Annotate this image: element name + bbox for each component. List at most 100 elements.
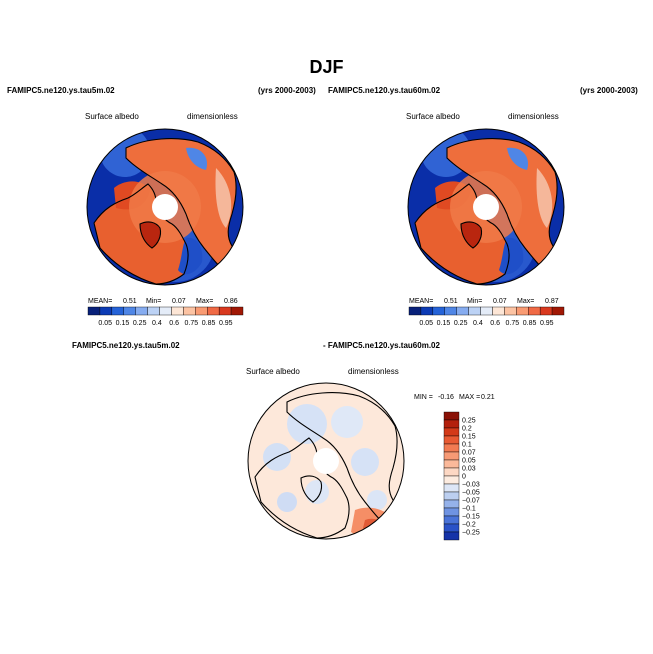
panel1-colorbar-box bbox=[159, 306, 172, 316]
panel3-polar-map bbox=[247, 382, 405, 540]
panel2-mean-value: 0.51 bbox=[444, 298, 458, 305]
panel2-min-label: Min= bbox=[467, 298, 482, 305]
panel3-colorbar-box bbox=[443, 475, 460, 485]
panel2-units: dimensionless bbox=[508, 112, 559, 121]
panel3-min-value: -0.16 bbox=[438, 394, 454, 401]
panel3-colorbar-box bbox=[443, 419, 460, 429]
panel1-colorbar-box bbox=[147, 306, 160, 316]
panel2-colorbar-box bbox=[480, 306, 493, 316]
panel1-colorbar-tick-label: 0.05 bbox=[98, 320, 112, 327]
panel1-colorbar-tick-label: 0.95 bbox=[219, 320, 233, 327]
panel1-colorbar-box bbox=[230, 306, 244, 316]
panel3-colorbar-box bbox=[443, 467, 460, 477]
panel1-colorbar-box bbox=[135, 306, 148, 316]
panel1-units: dimensionless bbox=[187, 112, 238, 121]
panel1-colorbar-box bbox=[123, 306, 136, 316]
panel1-colorbar-tick-label: 0.25 bbox=[133, 320, 147, 327]
panel1-colorbar-box bbox=[87, 306, 101, 316]
panel3-colorbar-tick-label: 0.03 bbox=[462, 466, 476, 473]
panel3-colorbar-tick-label: −0.05 bbox=[462, 490, 480, 497]
panel1-colorbar-tick-label: 0.15 bbox=[116, 320, 130, 327]
panel3-colorbar-box bbox=[443, 483, 460, 493]
panel2-colorbar-box bbox=[420, 306, 434, 316]
panel2-title: FAMIPC5.ne120.ys.tau60m.02 bbox=[328, 86, 441, 95]
panel3-colorbar-tick-label: 0.1 bbox=[462, 442, 472, 449]
panel3-colorbar-tick-label: 0.07 bbox=[462, 450, 476, 457]
panel1-pole-mask bbox=[152, 194, 178, 220]
panel3-colorbar-box bbox=[443, 507, 460, 517]
panel1-colorbar-box bbox=[99, 306, 113, 316]
panel2-colorbar-box bbox=[408, 306, 422, 316]
panel2-colorbar-tick-label: 0.85 bbox=[523, 320, 537, 327]
panel3-colorbar-box bbox=[443, 427, 460, 437]
panel3-colorbar-tick-label: −0.15 bbox=[462, 514, 480, 521]
panel1-min-value: 0.07 bbox=[172, 298, 186, 305]
panel2-min-value: 0.07 bbox=[493, 298, 507, 305]
figure-title: DJF bbox=[309, 57, 344, 77]
panel3-colorbar-box bbox=[443, 499, 460, 509]
panel2-colorbar-box bbox=[516, 306, 529, 316]
panel3-colorbar-tick-label: −0.25 bbox=[462, 530, 480, 537]
panel1-colorbar: MEAN= 0.51 Min= 0.07 Max= 0.86 0.05 0.15 0… bbox=[87, 298, 244, 327]
panel2-colorbar-box bbox=[539, 306, 553, 316]
panel3-max-value: 0.21 bbox=[481, 394, 495, 401]
panel3-colorbar-tick-label: −0.1 bbox=[462, 506, 476, 513]
panel3-colorbar-box bbox=[443, 451, 460, 461]
panel2-map-boundary bbox=[407, 128, 565, 286]
panel3-colorbar: MIN = -0.16 MAX = 0.21 0.250.20.150.10.0… bbox=[414, 394, 495, 541]
panel2-polar-map bbox=[407, 128, 565, 286]
panel1-colorbar-box bbox=[218, 306, 232, 316]
panel2-colorbar-box bbox=[504, 306, 517, 316]
panel1-map-boundary bbox=[86, 128, 244, 286]
panel1-colorbar-box bbox=[171, 306, 184, 316]
panel3-colorbar-tick-label: 0.25 bbox=[462, 418, 476, 425]
panel1-max-value: 0.86 bbox=[224, 298, 238, 305]
panel1-mean-label: MEAN= bbox=[88, 298, 112, 305]
panel1-polar-map bbox=[86, 128, 244, 286]
panel3-colorbar-box bbox=[443, 443, 460, 453]
panel3-colorbar-box bbox=[443, 515, 460, 525]
panel3-colorbar-tick-label: −0.2 bbox=[462, 522, 476, 529]
panel2-colorbar-box bbox=[456, 306, 469, 316]
panel1-years: (yrs 2000-2003) bbox=[258, 86, 316, 95]
panel2-max-label: Max= bbox=[517, 298, 534, 305]
panel2-colorbar: MEAN= 0.51 Min= 0.07 Max= 0.87 0.05 0.15 0… bbox=[408, 298, 565, 327]
panel3-colorbar-box bbox=[443, 531, 460, 541]
panel3-title-left: FAMIPC5.ne120.ys.tau5m.02 bbox=[72, 341, 180, 350]
panel3-max-label: MAX = bbox=[459, 394, 480, 401]
panel1-max-label: Max= bbox=[196, 298, 213, 305]
panel2-colorbar-box bbox=[492, 306, 505, 316]
panel2-years: (yrs 2000-2003) bbox=[580, 86, 638, 95]
panel1-min-label: Min= bbox=[146, 298, 161, 305]
panel2-colorbar-tick-label: 0.15 bbox=[437, 320, 451, 327]
panel3-units: dimensionless bbox=[348, 367, 399, 376]
panel1-mean-value: 0.51 bbox=[123, 298, 137, 305]
panel2-variable: Surface albedo bbox=[406, 112, 460, 121]
panel1-colorbar-tick-label: 0.4 bbox=[152, 320, 162, 327]
panel2-colorbar-tick-label: 0.6 bbox=[490, 320, 500, 327]
panel2-colorbar-tick-label: 0.95 bbox=[540, 320, 554, 327]
panel2-colorbar-box bbox=[444, 306, 457, 316]
panel3-title-right: - FAMIPC5.ne120.ys.tau60m.02 bbox=[323, 341, 440, 350]
panel2-colorbar-tick-label: 0.75 bbox=[506, 320, 520, 327]
panel3-colorbar-tick-label: 0.05 bbox=[462, 458, 476, 465]
panel3-min-label: MIN = bbox=[414, 394, 433, 401]
panel3-map-boundary bbox=[247, 382, 405, 540]
panel3-colorbar-tick-label: −0.07 bbox=[462, 498, 480, 505]
panel1-colorbar-box bbox=[183, 306, 196, 316]
panel3-colorbar-box bbox=[443, 491, 460, 501]
panel3-variable: Surface albedo bbox=[246, 367, 300, 376]
panel2-colorbar-tick-label: 0.4 bbox=[473, 320, 483, 327]
panel2-colorbar-tick-label: 0.25 bbox=[454, 320, 468, 327]
panel3-colorbar-box bbox=[443, 459, 460, 469]
panel1-colorbar-tick-label: 0.75 bbox=[185, 320, 199, 327]
panel1-colorbar-box bbox=[111, 306, 124, 316]
panel2-colorbar-box bbox=[551, 306, 565, 316]
panel3-colorbar-tick-label: −0.03 bbox=[462, 482, 480, 489]
panel1-colorbar-tick-label: 0.6 bbox=[169, 320, 179, 327]
panel3-colorbar-box bbox=[443, 411, 460, 421]
panel2-colorbar-box bbox=[432, 306, 445, 316]
panel2-colorbar-tick-label: 0.05 bbox=[419, 320, 433, 327]
panel1-variable: Surface albedo bbox=[85, 112, 139, 121]
panel1-colorbar-box bbox=[195, 306, 208, 316]
